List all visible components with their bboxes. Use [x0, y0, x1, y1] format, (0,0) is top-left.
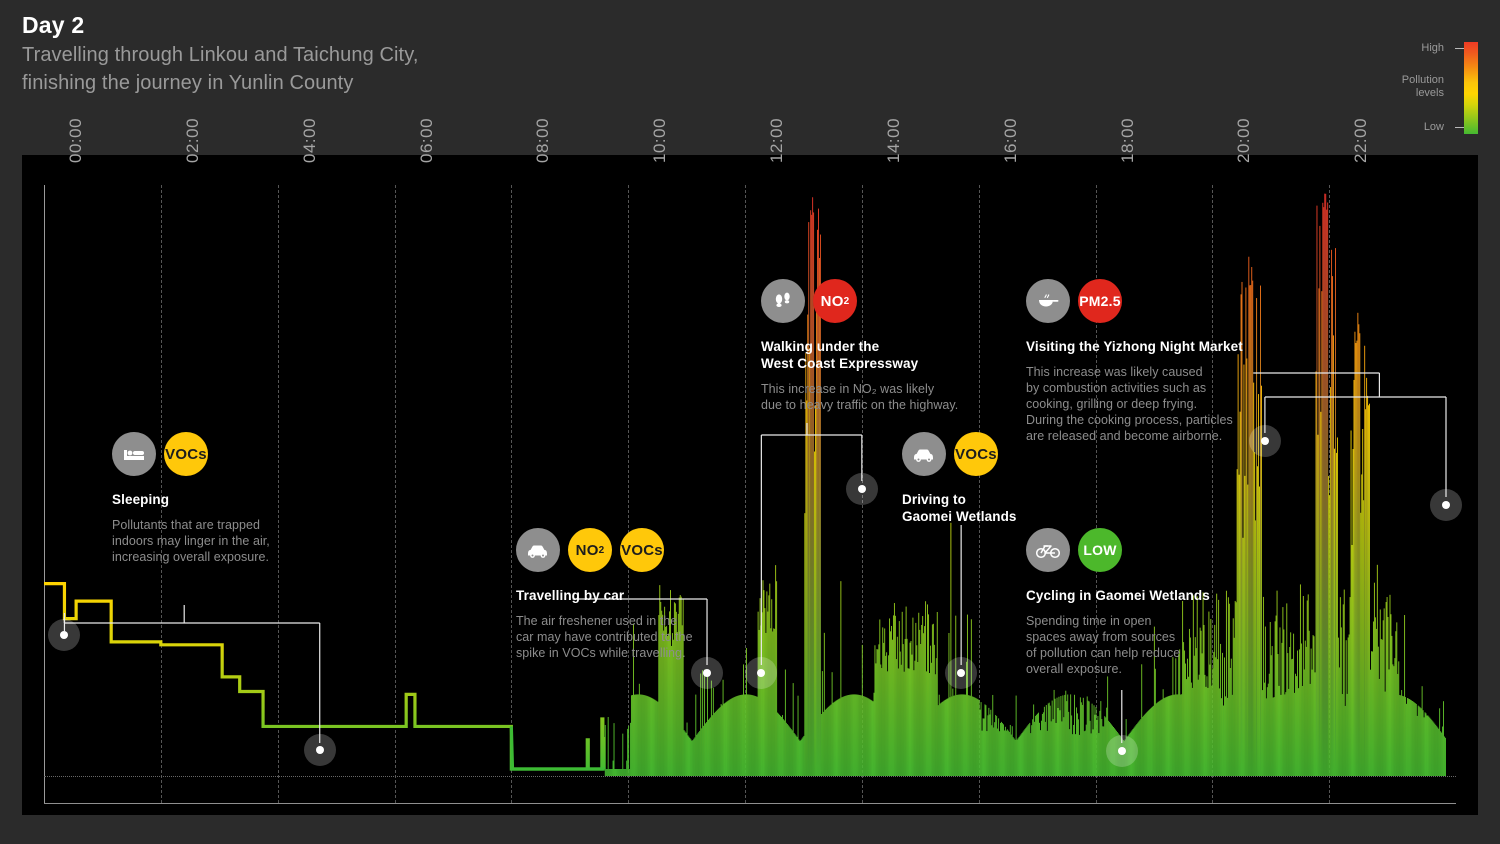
- tick-label-2000: 20:00: [1234, 117, 1254, 163]
- annotation-title: Travelling by car: [516, 588, 625, 603]
- annotation-badges: PM2.5: [1026, 279, 1256, 323]
- annotation-badges: NO 2: [761, 279, 976, 323]
- annotation-badges: VOCs: [902, 432, 1102, 476]
- annotation-body: This increase was likely caused by combu…: [1026, 365, 1233, 443]
- marker-walking-a[interactable]: [745, 657, 778, 689]
- annotation-title: Walking under the West Coast Expressway: [761, 339, 919, 371]
- gridline-1800: [1095, 185, 1097, 803]
- tick-label-1000: 10:00: [650, 117, 670, 163]
- car-icon: [516, 528, 560, 572]
- legend-tick-high: [1455, 48, 1466, 49]
- marker-dot: [857, 485, 866, 493]
- annotation-sleeping[interactable]: VOCs Sleeping Pollutants that are trappe…: [112, 432, 302, 565]
- car-icon: [902, 432, 946, 476]
- marker-travelling-by-car[interactable]: [691, 657, 724, 689]
- gridline-0800: [511, 185, 513, 803]
- bicycle-icon: [1026, 528, 1070, 572]
- annotation-body: The air freshener used in the car may ha…: [516, 614, 693, 660]
- badge-no2: NO 2: [813, 279, 857, 323]
- marker-dot: [1260, 437, 1269, 445]
- chart-panel: 00:00 02:00 04:00 06:00 08:00 10:00 12:00 14:00…: [22, 118, 1478, 815]
- tick-label-0000: 00:00: [66, 117, 85, 163]
- annotation-body: This increase in NO₂ was likely due to h…: [761, 382, 959, 412]
- gridline-1400: [861, 185, 863, 803]
- baseline-dotted: [44, 776, 1456, 777]
- badge-vocs: VOCs: [620, 528, 664, 572]
- badge-low: LOW: [1078, 528, 1122, 572]
- bed-icon: [112, 432, 156, 476]
- pollution-series: [44, 193, 1446, 777]
- legend-label-middle: Pollution levels: [1401, 74, 1444, 99]
- legend-tick-low: [1455, 127, 1466, 128]
- annotation-title: Driving to Gaomei Wetlands: [902, 492, 1017, 524]
- annotation-title: Sleeping: [112, 492, 170, 507]
- marker-dot: [60, 631, 69, 639]
- x-axis-line: [44, 803, 1456, 804]
- annotation-body: Pollutants that are trapped indoors may …: [112, 518, 270, 564]
- marker-sleeping-b[interactable]: [303, 734, 336, 766]
- tick-label-0200: 02:00: [182, 117, 202, 163]
- tick-label-0800: 08:00: [533, 117, 553, 163]
- tick-label-2200: 22:00: [1351, 117, 1371, 163]
- gridline-1000: [628, 185, 630, 803]
- badge-no2: NO 2: [568, 528, 612, 572]
- tick-label-0600: 06:00: [416, 117, 436, 163]
- annotation-cycling-gaomei[interactable]: LOW Cycling in Gaomei Wetlands Spending …: [1026, 528, 1226, 677]
- legend-label-low: Low: [1423, 121, 1444, 133]
- marker-dot: [957, 669, 966, 677]
- annotation-title: Visiting the Yizhong Night Market: [1026, 339, 1243, 354]
- annotation-badges: LOW: [1026, 528, 1226, 572]
- annotation-badges: VOCs: [112, 432, 302, 476]
- marker-dot: [1117, 747, 1126, 755]
- pollution-legend: High Pollution levels Low: [1358, 42, 1478, 134]
- legend-label-high: High: [1421, 42, 1444, 54]
- page-title: Day 2: [22, 12, 85, 38]
- badge-pm25: PM2.5: [1078, 279, 1122, 323]
- tick-label-1400: 14:00: [883, 117, 903, 163]
- gridline-0600: [394, 185, 396, 803]
- legend-gradient-bar: [1464, 42, 1478, 134]
- marker-driving-gaomei[interactable]: [945, 657, 978, 689]
- tick-label-1600: 16:00: [1000, 117, 1020, 163]
- marker-dot: [1442, 501, 1450, 509]
- gridline-2200: [1329, 185, 1331, 803]
- cooking-icon: [1026, 279, 1070, 323]
- marker-sleeping-a[interactable]: [48, 619, 81, 651]
- tick-label-0400: 04:00: [299, 117, 319, 163]
- marker-dot: [757, 669, 766, 677]
- annotation-badges: NO 2 VOCs: [516, 528, 716, 572]
- tick-label-1800: 18:00: [1117, 117, 1137, 163]
- marker-night-market-a[interactable]: [1248, 425, 1281, 457]
- gridline-0000: [44, 185, 45, 803]
- annotation-night-market[interactable]: PM2.5 Visiting the Yizhong Night Market …: [1026, 279, 1256, 444]
- gridline-0400: [277, 185, 279, 803]
- footsteps-icon: [761, 279, 805, 323]
- badge-vocs: VOCs: [954, 432, 998, 476]
- annotation-title: Cycling in Gaomei Wetlands: [1026, 588, 1210, 603]
- gridline-2000: [1212, 185, 1214, 803]
- marker-dot: [315, 746, 324, 754]
- legend-labels: High Pollution levels Low: [1366, 42, 1466, 134]
- marker-night-market-b[interactable]: [1430, 489, 1462, 521]
- gridline-1600: [978, 185, 980, 803]
- tick-label-1200: 12:00: [767, 117, 786, 163]
- marker-dot: [703, 669, 712, 677]
- annotation-driving-gaomei[interactable]: VOCs Driving to Gaomei Wetlands: [902, 432, 1102, 525]
- gridline-1200: [745, 185, 746, 803]
- annotation-travelling-by-car[interactable]: NO 2 VOCs Travelling by car The air fresh…: [516, 528, 716, 661]
- annotation-walking-expressway[interactable]: NO 2 Walking under the West Coast Express…: [761, 279, 976, 413]
- plot-area: 00:00 02:00 04:00 06:00 08:00 10:00 12:00 14:00…: [44, 118, 1462, 804]
- badge-vocs: VOCs: [164, 432, 208, 476]
- page-subtitle: Travelling through Linkou and Taichung C…: [22, 44, 419, 94]
- marker-walking-b[interactable]: [845, 473, 878, 505]
- marker-cycling[interactable]: [1105, 735, 1138, 767]
- annotation-body: Spending time in open spaces away from s…: [1026, 614, 1181, 676]
- header: Day 2 Travelling through Linkou and Taic…: [22, 12, 419, 97]
- gridline-0200: [160, 185, 162, 803]
